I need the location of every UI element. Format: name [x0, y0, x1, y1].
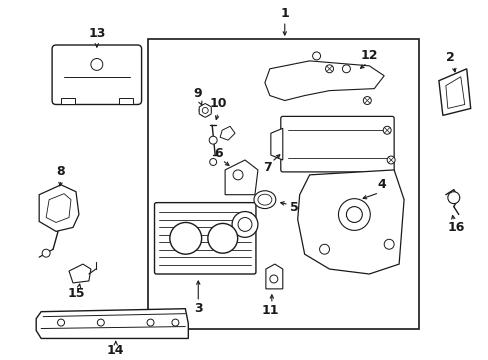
Text: 1: 1: [280, 7, 288, 20]
Text: 12: 12: [360, 49, 377, 62]
Circle shape: [91, 58, 102, 71]
Circle shape: [386, 156, 394, 164]
Polygon shape: [69, 264, 91, 283]
Circle shape: [269, 275, 277, 283]
Circle shape: [319, 244, 329, 254]
Circle shape: [233, 170, 243, 180]
FancyBboxPatch shape: [52, 45, 142, 104]
Circle shape: [447, 192, 459, 204]
Text: 16: 16: [446, 221, 464, 234]
Circle shape: [363, 96, 370, 104]
Polygon shape: [224, 160, 257, 195]
Circle shape: [209, 158, 216, 166]
Bar: [119, 98, 132, 104]
Polygon shape: [270, 128, 282, 160]
Text: 11: 11: [261, 304, 278, 317]
Circle shape: [58, 319, 64, 326]
Ellipse shape: [253, 191, 275, 208]
Text: 4: 4: [377, 178, 386, 191]
Text: 10: 10: [209, 97, 226, 110]
Polygon shape: [297, 170, 403, 274]
Text: 3: 3: [194, 302, 202, 315]
FancyBboxPatch shape: [154, 203, 255, 274]
Text: 6: 6: [213, 147, 222, 159]
Circle shape: [202, 108, 208, 113]
Polygon shape: [36, 309, 188, 338]
Circle shape: [199, 104, 211, 116]
Text: 8: 8: [57, 165, 65, 179]
Text: 5: 5: [290, 201, 299, 214]
Circle shape: [147, 319, 154, 326]
Bar: [61, 98, 75, 104]
Polygon shape: [445, 77, 464, 108]
Bar: [147, 39, 418, 329]
Circle shape: [172, 319, 179, 326]
Circle shape: [209, 136, 217, 144]
Polygon shape: [46, 194, 71, 222]
Polygon shape: [265, 264, 282, 289]
FancyBboxPatch shape: [280, 116, 393, 172]
Text: 15: 15: [67, 287, 84, 300]
Text: 14: 14: [107, 344, 124, 357]
Circle shape: [207, 224, 237, 253]
Circle shape: [169, 222, 201, 254]
Circle shape: [42, 249, 50, 257]
Polygon shape: [39, 185, 79, 231]
Circle shape: [232, 212, 257, 237]
Text: 2: 2: [446, 51, 454, 64]
Circle shape: [342, 65, 350, 73]
Circle shape: [97, 319, 104, 326]
Circle shape: [325, 65, 333, 73]
Polygon shape: [438, 69, 470, 116]
Text: 13: 13: [88, 27, 105, 40]
Polygon shape: [220, 126, 235, 140]
Circle shape: [312, 52, 320, 60]
Polygon shape: [199, 103, 211, 117]
Circle shape: [383, 126, 390, 134]
Circle shape: [238, 217, 251, 231]
Ellipse shape: [257, 194, 271, 205]
Text: 9: 9: [193, 87, 201, 100]
Polygon shape: [264, 61, 384, 100]
Circle shape: [346, 207, 362, 222]
Circle shape: [384, 239, 393, 249]
Text: 7: 7: [263, 161, 272, 175]
Circle shape: [338, 199, 369, 230]
